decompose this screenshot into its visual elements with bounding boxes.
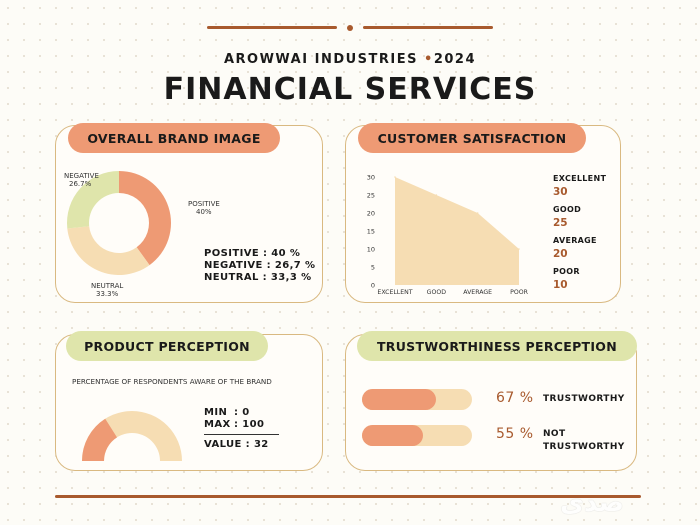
stat-row: NEGATIVE : 26,7 % (204, 260, 315, 272)
brand-image-stats: POSITIVE : 40 % NEGATIVE : 26,7 % NEUTRA… (204, 248, 315, 284)
legend-label: GOOD (553, 205, 582, 214)
stat-row: NEUTRAL : 33,3 % (204, 272, 315, 284)
donut-value-negative: 26.7% (69, 180, 92, 188)
brand-image-title: OVERALL BRAND IMAGE (68, 123, 280, 153)
gauge-max-label: MAX (204, 419, 231, 430)
donut-slice-positive (119, 171, 171, 266)
area-point-excellent (394, 176, 396, 178)
gauge-fill (82, 418, 117, 461)
trustworthy-label: TRUSTWORTHY (543, 393, 625, 406)
donut-label-negative: NEGATIVE (64, 172, 99, 180)
gauge-stats: MIN : 0 MAX: 100 VALUE : 32 (204, 407, 279, 451)
donut-label-neutral: NEUTRAL (91, 282, 123, 290)
not-trustworthy-percent: 55 % (496, 426, 534, 442)
satisfaction-legend: EXCELLENT 30 GOOD 25 AVERAGE 20 POOR 10 (553, 174, 606, 298)
trustworthy-bar-fill (362, 389, 436, 410)
not-trustworthy-bar-fill (362, 425, 423, 446)
donut-label-positive: POSITIVE (188, 200, 220, 208)
y-tick-label: 30 (367, 174, 375, 182)
product-perception-description: PERCENTAGE OF RESPONDENTS AWARE OF THE B… (72, 377, 272, 386)
trustworthy-bar (362, 389, 472, 410)
trustworthy-percent: 67 % (496, 390, 534, 406)
gauge-value: : 32 (245, 439, 269, 450)
y-tick-label: 20 (367, 210, 375, 218)
company-bullet: • (424, 52, 434, 67)
area-point-poor (518, 248, 520, 250)
top-line-left (207, 26, 337, 29)
legend-value: 25 (553, 217, 568, 229)
legend-item: POOR 10 (553, 267, 606, 298)
company-line: AROWWAI INDUSTRIES •2024 (0, 52, 700, 67)
area-series (395, 177, 519, 285)
not-trustworthy-label-line1: NOT (543, 429, 566, 439)
legend-item: GOOD 25 (553, 205, 606, 236)
stat-value: : 26,7 % (266, 260, 316, 271)
legend-label: POOR (553, 267, 580, 276)
gauge-max-value: : 100 (234, 419, 265, 430)
trustworthy-label-line: TRUSTWORTHY (543, 394, 625, 404)
brand-image-card (55, 125, 323, 303)
donut-value-neutral: 33.3% (96, 290, 119, 298)
legend-item: AVERAGE 20 (553, 236, 606, 267)
gauge-value-row: VALUE : 32 (204, 439, 279, 451)
legend-label: AVERAGE (553, 236, 597, 245)
gauge-min-label: MIN (204, 407, 228, 418)
legend-value: 20 (553, 248, 568, 260)
stat-value: : 40 % (262, 248, 301, 259)
area-point-good (435, 194, 438, 196)
company-name: AROWWAI INDUSTRIES (223, 52, 418, 67)
product-perception-title: PRODUCT PERCEPTION (66, 331, 268, 361)
donut-value-positive: 40% (196, 208, 212, 216)
stat-value: : 33,3 % (262, 272, 312, 283)
gauge-value-label: VALUE (204, 439, 242, 450)
not-trustworthy-label: NOT TRUSTWORTHY (543, 428, 625, 454)
not-trustworthy-bar (362, 425, 472, 446)
legend-item: EXCELLENT 30 (553, 174, 606, 205)
gauge-divider (204, 434, 279, 435)
x-tick-label: POOR (510, 289, 528, 296)
legend-value: 10 (553, 279, 568, 291)
top-line-dot (347, 25, 353, 31)
area-point-average (476, 212, 479, 214)
legend-label: EXCELLENT (553, 174, 607, 183)
x-tick-label: GOOD (427, 289, 447, 296)
satisfaction-area-chart: 0 5 10 15 20 25 30 EXCELLENT GOOD AVERAGE POOR (367, 174, 529, 297)
stat-label: NEGATIVE (204, 260, 263, 271)
donut-slice-negative (67, 171, 119, 229)
y-tick-label: 5 (371, 264, 375, 272)
y-tick-label: 10 (367, 246, 375, 254)
not-trustworthy-label-line2: TRUSTWORTHY (543, 442, 625, 452)
x-tick-label: AVERAGE (463, 289, 492, 296)
brand-image-donut: NEGATIVE 26.7% POSITIVE 40% NEUTRAL 33.3… (64, 171, 220, 298)
gauge-max-row: MAX: 100 (204, 419, 279, 431)
donut-slice-neutral (67, 226, 150, 275)
customer-satisfaction-title: CUSTOMER SATISFACTION (358, 123, 586, 153)
awareness-gauge (82, 411, 182, 461)
stat-label: NEUTRAL (204, 272, 259, 283)
page-title: FINANCIAL SERVICES (163, 72, 537, 107)
y-tick-label: 0 (371, 282, 375, 290)
top-line-right (363, 26, 493, 29)
bottom-line (55, 495, 641, 498)
stat-row: POSITIVE : 40 % (204, 248, 315, 260)
x-tick-label: EXCELLENT (377, 289, 412, 296)
legend-value: 30 (553, 186, 568, 198)
stat-label: POSITIVE (204, 248, 260, 259)
gauge-min-row: MIN : 0 (204, 407, 279, 419)
trustworthiness-title: TRUSTWORTHINESS PERCEPTION (357, 331, 637, 361)
gauge-min-value: : 0 (234, 407, 250, 418)
y-tick-label: 25 (367, 192, 375, 200)
company-year: 2024 (433, 52, 477, 67)
watermark-logo: صدى (560, 488, 624, 518)
y-tick-label: 15 (367, 228, 375, 236)
